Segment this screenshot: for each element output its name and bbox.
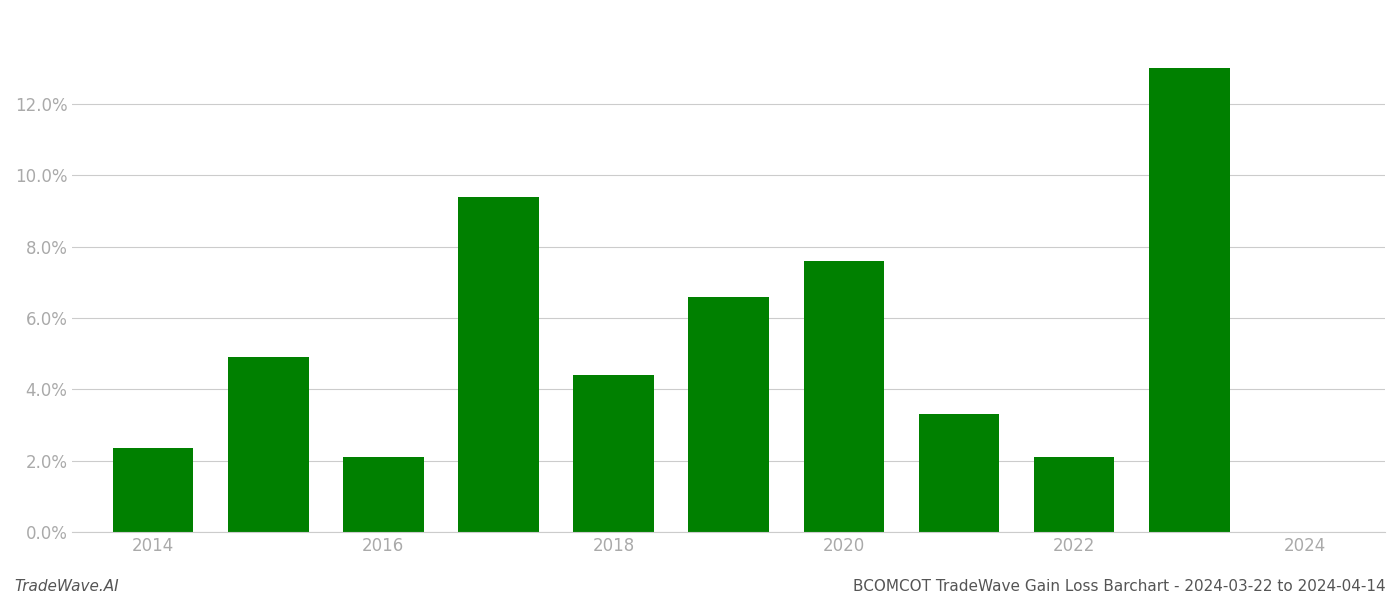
Bar [689, 297, 769, 532]
Bar [458, 197, 539, 532]
Text: BCOMCOT TradeWave Gain Loss Barchart - 2024-03-22 to 2024-04-14: BCOMCOT TradeWave Gain Loss Barchart - 2… [854, 579, 1386, 594]
Bar [343, 457, 424, 532]
Bar [113, 448, 193, 532]
Text: TradeWave.AI: TradeWave.AI [14, 579, 119, 594]
Bar [1149, 68, 1229, 532]
Bar [228, 358, 308, 532]
Bar [918, 415, 1000, 532]
Bar [1033, 457, 1114, 532]
Bar [574, 375, 654, 532]
Bar [804, 261, 885, 532]
